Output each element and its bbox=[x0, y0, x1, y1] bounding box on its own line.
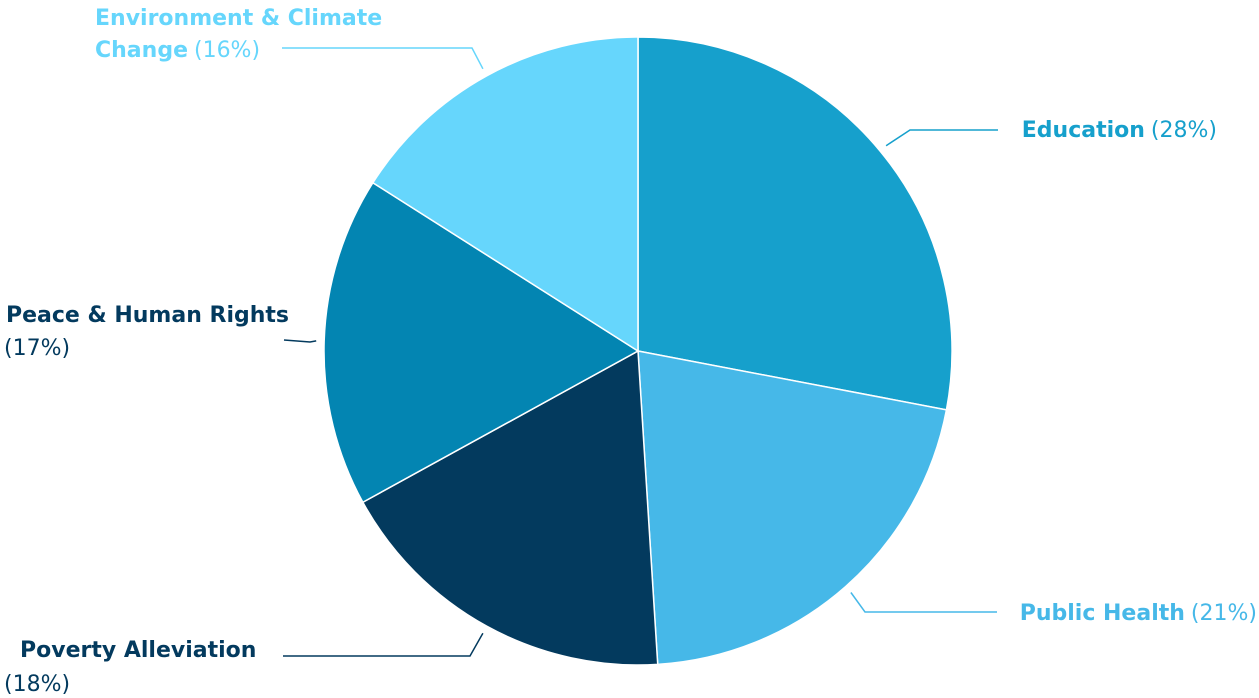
label-peace-human-rights-pct-line: (17%) bbox=[4, 336, 70, 361]
label-poverty-alleviation-pct: (18%) bbox=[4, 672, 70, 697]
label-peace-human-rights: Peace & Human Rights bbox=[6, 303, 289, 328]
label-poverty-alleviation-name: Poverty Alleviation bbox=[20, 638, 256, 663]
label-poverty-alleviation: Poverty Alleviation bbox=[20, 638, 256, 663]
label-environment-climate: Environment & Climate bbox=[95, 6, 382, 31]
label-environment-climate-name-line1: Environment & Climate bbox=[95, 6, 382, 31]
leader-line-public-health bbox=[850, 592, 997, 613]
label-education-pct: (28%) bbox=[1151, 118, 1217, 143]
leader-line-environment-climate-change bbox=[282, 47, 484, 70]
leader-line-education bbox=[885, 129, 998, 147]
leader-lines bbox=[282, 47, 998, 657]
label-education-name: Education bbox=[1022, 118, 1145, 143]
label-environment-climate-line2: Change (16%) bbox=[95, 38, 260, 63]
pie-slice-education bbox=[637, 36, 953, 411]
label-poverty-alleviation-pct-line: (18%) bbox=[4, 672, 70, 697]
label-public-health-name: Public Health bbox=[1020, 601, 1185, 626]
pie-slice-peace-human-rights bbox=[323, 181, 640, 504]
pie-slice-poverty-alleviation bbox=[361, 349, 659, 666]
label-education: Education (28%) bbox=[1022, 118, 1217, 143]
label-environment-climate-pct: (16%) bbox=[194, 38, 260, 63]
label-public-health: Public Health (21%) bbox=[1020, 601, 1257, 626]
leader-line-poverty-alleviation bbox=[283, 632, 484, 657]
pie-slice-public-health bbox=[637, 350, 948, 666]
label-public-health-pct: (21%) bbox=[1191, 601, 1257, 626]
label-peace-human-rights-pct: (17%) bbox=[4, 336, 70, 361]
label-environment-climate-name-line2: Change bbox=[95, 38, 188, 63]
label-peace-human-rights-name: Peace & Human Rights bbox=[6, 303, 289, 328]
pie-slices bbox=[323, 36, 953, 666]
pie-slice-environment-climate-change bbox=[371, 36, 639, 353]
leader-line-peace-human-rights bbox=[283, 339, 317, 343]
